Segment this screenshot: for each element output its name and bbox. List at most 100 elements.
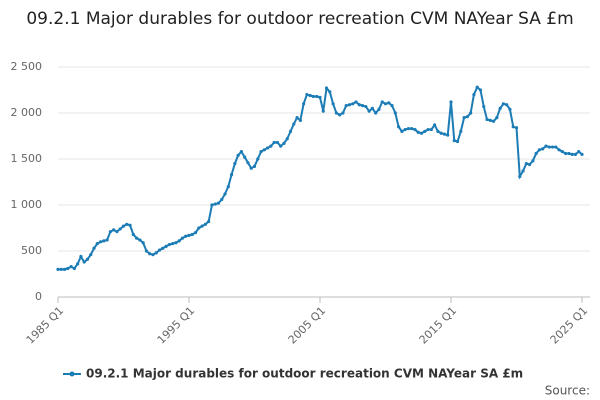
data-point: [387, 101, 391, 105]
data-point: [66, 266, 70, 271]
data-point: [469, 111, 473, 115]
data-point: [334, 111, 338, 115]
data-point: [298, 118, 302, 122]
data-point: [380, 100, 384, 104]
data-point: [302, 102, 306, 106]
data-point: [442, 132, 447, 136]
data-point: [406, 127, 411, 131]
data-point: [112, 228, 116, 232]
data-point: [193, 231, 198, 235]
data-point: [557, 148, 561, 152]
x-tick-label: 2025 Q1: [548, 304, 591, 347]
data-point: [262, 148, 266, 152]
data-point: [547, 145, 551, 149]
data-point: [397, 125, 401, 129]
data-point: [452, 139, 456, 143]
data-point: [144, 249, 149, 253]
data-point: [210, 203, 214, 207]
data-point: [108, 230, 112, 234]
x-tick-label: 2005 Q1: [286, 304, 329, 347]
data-point: [423, 129, 427, 133]
data-point: [465, 115, 469, 119]
data-point: [570, 152, 574, 156]
y-tick-label: 500: [21, 244, 42, 257]
data-point: [449, 100, 453, 104]
data-point: [203, 222, 207, 226]
data-point: [256, 157, 260, 161]
data-point: [478, 88, 483, 92]
data-point: [95, 242, 99, 246]
data-point: [154, 251, 158, 255]
x-tick-label: 2015 Q1: [417, 304, 460, 347]
data-point: [511, 125, 515, 129]
data-point: [508, 107, 512, 111]
data-point: [318, 95, 322, 99]
data-point: [485, 117, 489, 122]
data-point: [148, 252, 152, 256]
data-point: [72, 266, 76, 271]
data-point: [446, 133, 450, 137]
data-point: [220, 197, 224, 202]
data-point: [180, 236, 185, 240]
data-point: [69, 265, 73, 269]
data-point: [236, 153, 240, 157]
data-point: [239, 150, 243, 154]
data-point: [190, 232, 194, 237]
data-point: [89, 253, 93, 257]
data-point: [498, 106, 502, 110]
data-point: [357, 103, 361, 107]
data-point: [400, 129, 404, 133]
data-point: [135, 236, 139, 240]
data-point: [514, 126, 519, 130]
data-point: [174, 241, 178, 245]
data-point: [311, 94, 316, 99]
data-point: [482, 104, 486, 109]
data-point: [115, 230, 119, 234]
data-point: [347, 103, 352, 107]
data-point: [79, 254, 83, 259]
data-point: [528, 162, 532, 167]
data-point: [249, 166, 253, 170]
data-point: [573, 152, 578, 156]
data-point: [292, 122, 296, 126]
data-point: [344, 104, 348, 108]
data-point: [200, 224, 204, 228]
data-point: [383, 102, 388, 106]
data-point: [360, 104, 365, 108]
data-point: [351, 102, 355, 106]
legend-label: 09.2.1 Major durables for outdoor recrea…: [86, 367, 523, 381]
data-point: [419, 131, 424, 135]
data-point: [331, 102, 335, 106]
data-point: [491, 119, 496, 123]
data-point: [505, 103, 509, 107]
data-point: [177, 239, 181, 243]
data-point: [455, 139, 460, 144]
data-point: [439, 131, 443, 135]
data-point: [138, 238, 142, 242]
data-point: [364, 104, 368, 109]
data-point: [462, 116, 466, 120]
data-point: [488, 118, 492, 122]
data-point: [564, 151, 568, 156]
data-point: [207, 219, 211, 224]
data-point: [102, 239, 106, 243]
data-point: [282, 141, 286, 145]
data-point: [125, 222, 129, 226]
legend-marker: [69, 371, 75, 377]
data-point: [550, 145, 555, 149]
data-point: [308, 93, 312, 98]
data-point: [161, 246, 165, 250]
data-point: [92, 246, 96, 250]
data-point: [370, 106, 374, 110]
data-point: [76, 262, 80, 266]
chart-title: 09.2.1 Major durables for outdoor recrea…: [26, 9, 574, 29]
data-point: [295, 116, 299, 120]
data-point: [269, 144, 273, 148]
data-point: [472, 93, 476, 97]
data-point: [475, 85, 479, 89]
series-line: [58, 85, 583, 271]
data-point: [213, 202, 217, 206]
data-point: [285, 137, 289, 141]
data-point: [246, 161, 250, 165]
